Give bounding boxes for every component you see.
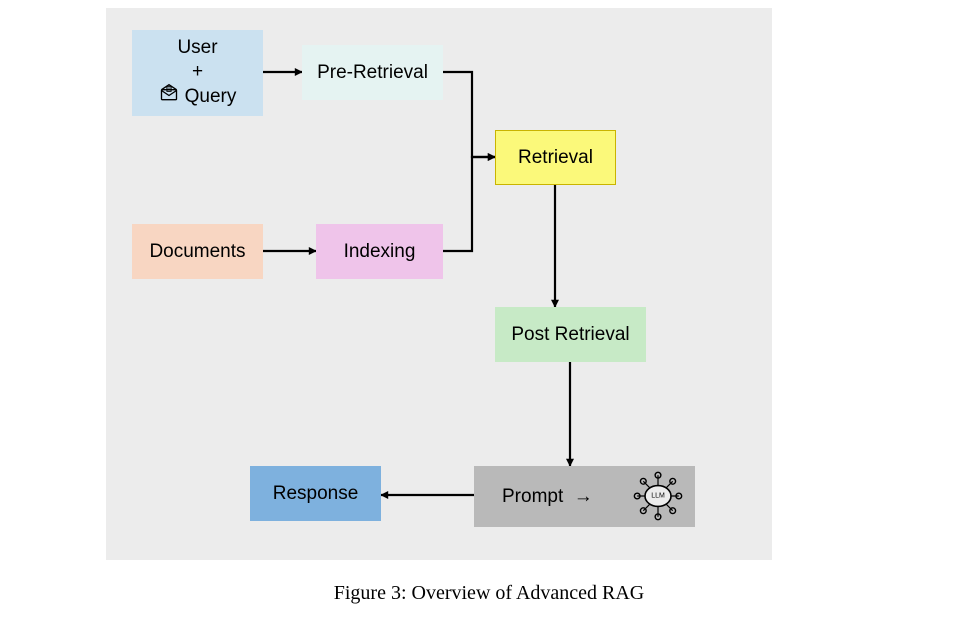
node-pre-retrieval: Pre-Retrieval [302,45,443,100]
node-pre-retrieval-label: Pre-Retrieval [317,61,428,85]
node-response: Response [250,466,381,521]
llm-icon: LLM [632,470,684,522]
node-indexing: Indexing [316,224,443,279]
svg-text:LLM: LLM [651,493,665,500]
user-query-line-0: User [159,36,237,60]
node-retrieval-label: Retrieval [518,146,593,170]
diagram-root: User+ Query Pre-Retrieval Documents Inde… [0,0,978,626]
node-response-label: Response [273,482,359,506]
node-documents: Documents [132,224,263,279]
user-query-line-1: + [159,60,237,84]
user-query-line-2: Query [159,83,237,110]
figure-caption: Figure 3: Overview of Advanced RAG [0,582,978,605]
node-user-query: User+ Query [132,30,263,116]
node-post-retrieval-label: Post Retrieval [511,323,629,347]
envelope-icon [159,83,179,110]
node-retrieval: Retrieval [495,130,616,185]
node-user-query-label: User+ Query [159,36,237,110]
node-documents-label: Documents [149,240,245,264]
node-post-retrieval: Post Retrieval [495,307,646,362]
node-prompt-label: Prompt → [502,485,593,509]
node-indexing-label: Indexing [344,240,416,264]
